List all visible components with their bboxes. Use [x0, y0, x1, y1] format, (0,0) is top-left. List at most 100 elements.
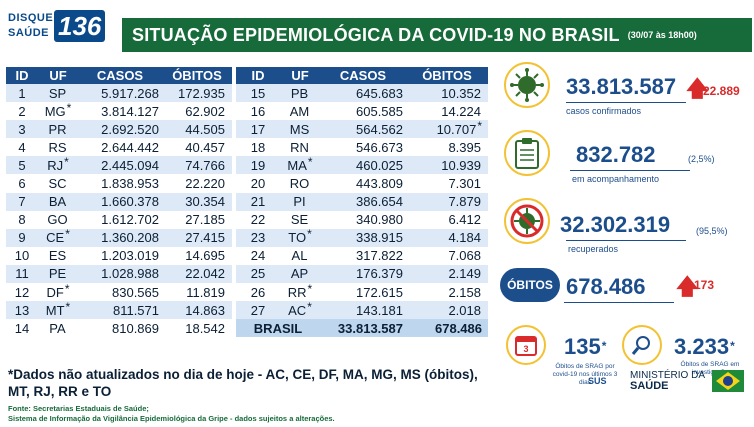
- total-casos: 33.813.587: [320, 319, 406, 338]
- uf-code: PB: [290, 85, 309, 101]
- cell-id: 5: [6, 156, 38, 175]
- cell-id: 1: [6, 84, 38, 103]
- acompanhamento-value: 832.782: [576, 142, 656, 167]
- uf-code: MS: [289, 121, 310, 137]
- srag-covid-label: Óbitos de SRAG por covid-19 nos últimos …: [552, 363, 618, 386]
- header-obitos: ÓBITOS: [406, 67, 488, 84]
- table-header-row: ID UF CASOS ÓBITOS: [6, 67, 232, 84]
- cell-obitos: 74.766: [162, 156, 232, 175]
- sources-line1: Fonte: Secretarias Estaduais de Saúde;: [8, 404, 149, 413]
- cell-casos: 564.562: [320, 120, 406, 139]
- uf-code: RN: [290, 139, 309, 155]
- uf-code: RO: [289, 176, 310, 192]
- no-virus-icon: [504, 198, 550, 244]
- uf-star: *: [307, 299, 312, 314]
- brazil-flag-icon: [712, 370, 744, 392]
- cell-obitos: 7.879: [406, 192, 488, 211]
- cell-casos: 810.869: [78, 319, 162, 338]
- cell-obitos: 18.542: [162, 319, 232, 338]
- confirmados-value: 33.813.587: [566, 74, 677, 99]
- cell-id: 16: [236, 102, 280, 121]
- states-table-right: ID UF CASOS ÓBITOS 15 PB 645.683 10.352 16 AM…: [236, 67, 488, 338]
- cell-casos: 811.571: [78, 301, 162, 320]
- cell-uf: PE: [38, 264, 78, 284]
- cell-casos: 1.203.019: [78, 246, 162, 265]
- acompanhamento-label: em acompanhamento: [572, 174, 660, 184]
- srag-covid-value: 135*: [564, 334, 606, 360]
- cell-uf: DF*: [38, 282, 78, 302]
- total-obitos: 678.486: [406, 319, 488, 338]
- virus-icon: [504, 62, 550, 108]
- uf-star: *: [66, 100, 72, 115]
- obitos-number: 11.819: [186, 284, 225, 300]
- cell-uf: CE*: [38, 227, 78, 247]
- cell-uf: MS: [280, 120, 320, 139]
- uf-code: DF: [46, 284, 64, 300]
- cell-obitos: 2.018: [406, 301, 488, 320]
- uf-code: BA: [48, 194, 67, 210]
- uf-code: RR: [287, 284, 307, 300]
- uf-code: SP: [48, 85, 67, 101]
- table-row: 25 AP 176.379 2.149: [236, 264, 488, 284]
- sources-line2: Sistema de Informação da Vigilância Epid…: [8, 414, 335, 423]
- cell-uf: PR: [38, 120, 78, 139]
- uf-code: MA: [287, 157, 307, 173]
- cell-id: 4: [6, 138, 38, 157]
- header-casos: CASOS: [78, 67, 162, 84]
- up-arrow-icon: 🡅: [676, 274, 699, 299]
- obitos-number: 30.354: [185, 194, 225, 210]
- obitos-number: 172.935: [178, 85, 225, 101]
- logo-bottom-text: SAÚDE: [8, 27, 50, 39]
- page-date: (30/07 às 18h00): [627, 30, 697, 40]
- cell-id: 17: [236, 120, 280, 139]
- table-row: 6 SC 1.838.953 22.220: [6, 174, 232, 193]
- cell-obitos: 7.301: [406, 174, 488, 193]
- cell-obitos: 2.158: [406, 283, 488, 302]
- cell-casos: 1.360.208: [78, 228, 162, 247]
- table-row: 15 PB 645.683 10.352: [236, 84, 488, 103]
- cell-id: 3: [6, 120, 38, 139]
- table-row: 26 RR* 172.615 2.158: [236, 281, 488, 302]
- obitos-number: 2.158: [448, 284, 481, 300]
- cell-casos: 1.660.378: [78, 192, 162, 211]
- header-id: ID: [6, 67, 38, 84]
- cell-uf: RR*: [280, 281, 320, 302]
- cell-obitos: 14.224: [406, 102, 488, 121]
- uf-code: PA: [49, 320, 66, 336]
- total-label: BRASIL: [236, 319, 320, 338]
- cell-casos: 2.692.520: [78, 120, 162, 139]
- cell-casos: 3.814.127: [78, 102, 162, 121]
- obitos-star: *: [477, 118, 482, 133]
- header-obitos: ÓBITOS: [162, 67, 232, 84]
- cell-casos: 386.654: [320, 192, 406, 211]
- srag-invest-star: *: [730, 339, 735, 353]
- cell-obitos: 44.505: [162, 120, 232, 139]
- srag-invest-label: Óbitos de SRAG em investigação: [680, 361, 740, 376]
- cell-casos: 5.917.268: [78, 84, 162, 103]
- magnifier-icon: [622, 325, 662, 365]
- recuperados-label: recuperados: [568, 244, 619, 254]
- uf-star: *: [307, 227, 312, 242]
- cell-id: 14: [6, 319, 38, 338]
- cell-casos: 830.565: [78, 283, 162, 302]
- uf-star: *: [307, 281, 313, 296]
- table-row: 14 PA 810.869 18.542: [6, 319, 232, 338]
- header-uf: UF: [280, 67, 320, 84]
- ministry-line1: MINISTÉRIO DA: [630, 370, 706, 381]
- table-row: 23 TO* 338.915 4.184: [236, 227, 488, 247]
- cell-id: 13: [6, 301, 38, 320]
- table-row: 22 SE 340.980 6.412: [236, 210, 488, 229]
- uf-code: ES: [48, 248, 67, 264]
- divider: [566, 240, 686, 241]
- ministry-line2: SAÚDE: [630, 380, 669, 392]
- cell-casos: 172.615: [320, 283, 406, 302]
- obitos-number: 14.863: [185, 302, 225, 318]
- uf-code: SE: [290, 212, 309, 228]
- cell-uf: ES: [38, 246, 78, 265]
- cell-obitos: 27.415: [162, 228, 232, 247]
- cell-obitos: 7.068: [406, 246, 488, 265]
- uf-code: RS: [48, 139, 67, 155]
- cell-uf: SC: [38, 174, 78, 193]
- cell-id: 23: [236, 228, 280, 247]
- cell-casos: 1.838.953: [78, 174, 162, 193]
